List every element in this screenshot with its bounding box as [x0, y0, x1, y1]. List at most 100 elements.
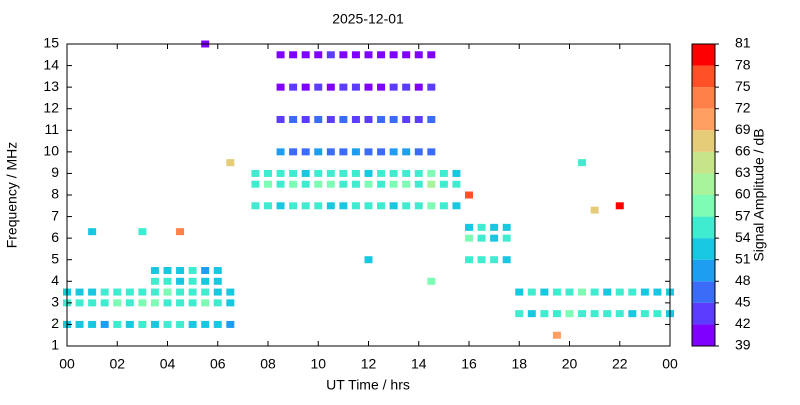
heat-cell — [301, 116, 310, 123]
heat-cell — [289, 148, 298, 156]
heat-cell — [414, 116, 423, 123]
colorbar-label: Signal Amplitude / dB — [751, 128, 767, 261]
heat-cell — [276, 180, 285, 188]
colorbar-tick-label: 72 — [735, 99, 751, 115]
heat-cell — [615, 310, 624, 318]
heat-cell — [628, 310, 637, 318]
heat-cell — [377, 51, 386, 59]
y-tick-label: 6 — [51, 229, 59, 245]
y-tick-label: 1 — [51, 337, 59, 353]
heat-cell — [163, 277, 172, 285]
heat-cell — [389, 51, 398, 59]
heat-cell — [439, 202, 448, 210]
colorbar-tick-label: 54 — [735, 229, 751, 245]
heat-cell — [163, 320, 172, 328]
heat-cell — [477, 256, 486, 264]
y-tick-label: 12 — [43, 99, 59, 115]
heat-cell — [75, 288, 84, 296]
heat-cell — [289, 116, 298, 123]
heat-cell — [264, 180, 272, 188]
heat-cell — [339, 83, 348, 91]
x-tick-label: 20 — [562, 356, 578, 372]
heat-cell — [377, 116, 386, 123]
heat-cell — [653, 288, 662, 296]
y-axis-label: Frequency / MHz — [4, 142, 20, 249]
heat-cell — [590, 288, 599, 296]
heat-cell — [402, 116, 411, 123]
heat-cell — [351, 51, 360, 59]
heat-cell — [125, 299, 134, 307]
heat-cell — [201, 267, 210, 274]
heat-cell — [163, 267, 172, 274]
heat-cell — [226, 159, 235, 167]
heat-cell — [88, 288, 97, 296]
colorbar-tick-label: 63 — [735, 164, 751, 180]
plot-area — [63, 40, 674, 339]
heat-cell — [276, 116, 285, 123]
heat-cell — [427, 202, 436, 210]
heat-cell — [276, 169, 285, 177]
heat-cell — [264, 202, 272, 210]
heat-cell — [201, 299, 210, 307]
heat-cell — [226, 320, 235, 328]
heat-cell — [289, 169, 298, 177]
colorbar-band — [692, 302, 715, 325]
heat-cell — [213, 288, 222, 296]
heat-cell — [75, 299, 84, 307]
heat-cell — [213, 299, 222, 307]
x-tick-label: 00 — [59, 356, 75, 372]
heat-cell — [351, 169, 360, 177]
colorbar-tick-label: 60 — [735, 186, 751, 202]
heat-cell — [552, 288, 561, 296]
heat-cell — [452, 169, 461, 177]
heat-cell — [251, 180, 260, 188]
heat-cell — [226, 299, 235, 307]
colorbar-band — [692, 216, 715, 239]
heat-cell — [389, 116, 398, 123]
heat-cell — [603, 310, 612, 318]
colorbar-band — [692, 151, 715, 174]
heat-cell — [351, 83, 360, 91]
heat-cell — [452, 202, 461, 210]
y-tick-label: 14 — [43, 56, 59, 72]
heat-cell — [339, 51, 348, 59]
colorbar-band — [692, 44, 715, 66]
heat-cell — [351, 148, 360, 156]
heat-cell — [389, 169, 398, 177]
heat-cell — [301, 180, 310, 188]
heat-cell — [100, 299, 109, 307]
y-tick-label: 10 — [43, 143, 59, 159]
heat-cell — [314, 83, 323, 91]
heat-cell — [628, 288, 637, 296]
x-tick-label: 12 — [361, 356, 377, 372]
heat-cell — [427, 180, 436, 188]
heat-cell — [326, 148, 335, 156]
heat-cell — [113, 299, 122, 307]
heat-cell — [226, 288, 235, 296]
heat-cell — [389, 148, 398, 156]
x-tick-label: 08 — [260, 356, 276, 372]
heat-cell — [188, 320, 197, 328]
heat-cell — [414, 148, 423, 156]
heat-cell — [163, 288, 172, 296]
heat-cell — [301, 83, 310, 91]
heat-cell — [176, 320, 185, 328]
heat-cell — [150, 267, 159, 274]
heat-cell — [615, 202, 624, 210]
heat-cell — [414, 180, 423, 188]
heat-cell — [351, 202, 360, 210]
colorbar-tick-label: 78 — [735, 56, 751, 72]
heat-cell — [289, 202, 298, 210]
y-tick-label: 13 — [43, 78, 59, 94]
colorbar-tick-label: 48 — [735, 272, 751, 288]
heat-cell — [138, 228, 147, 236]
heat-cell — [377, 148, 386, 156]
heat-cell — [490, 234, 499, 242]
heat-cell — [314, 180, 323, 188]
colorbar-band — [692, 259, 715, 282]
heat-cell — [314, 51, 323, 59]
y-tick-label: 9 — [51, 164, 59, 180]
heat-cell — [113, 320, 122, 328]
heat-cell — [100, 320, 109, 328]
heat-cell — [377, 83, 386, 91]
